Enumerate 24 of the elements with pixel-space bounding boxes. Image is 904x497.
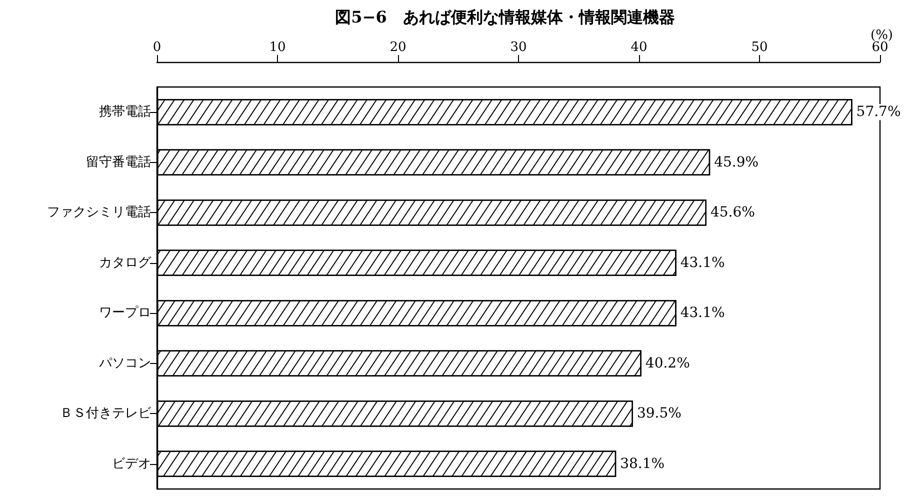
x-tick-label: 50: [751, 40, 768, 55]
data-label: 43.1%: [680, 254, 725, 271]
data-label: 40.2%: [645, 355, 690, 372]
y-tick-label: ＢＳ付きテレビ: [60, 406, 152, 422]
x-tick-label: 0: [152, 40, 162, 55]
y-tick-label: ファクシミリ電話: [47, 205, 151, 220]
data-label: 39.5%: [636, 406, 682, 422]
y-tick-label: 携帯電話: [99, 104, 151, 120]
y-tick-label: パソコン: [98, 356, 151, 371]
y-tick-label: ワープロ: [99, 306, 151, 321]
x-tick-label: 40: [630, 40, 648, 55]
data-label: 57.7%: [856, 104, 901, 120]
x-tick-label: 10: [269, 40, 286, 55]
y-tick-label: 留守番電話: [86, 154, 151, 170]
x-tick-label: 30: [510, 40, 527, 55]
y-tick-label: カタログ: [99, 255, 152, 270]
data-label: 38.1%: [620, 456, 665, 472]
x-tick-label: 60: [872, 40, 888, 55]
data-label: 45.9%: [714, 154, 759, 170]
data-label: 45.6%: [710, 204, 755, 221]
chart-title: 図5−6 あれば便利な情報媒体・情報関連機器: [335, 8, 675, 26]
data-label: 43.1%: [680, 305, 725, 322]
x-tick-label: 20: [390, 40, 406, 55]
y-tick-label: ビデオ: [112, 456, 151, 472]
